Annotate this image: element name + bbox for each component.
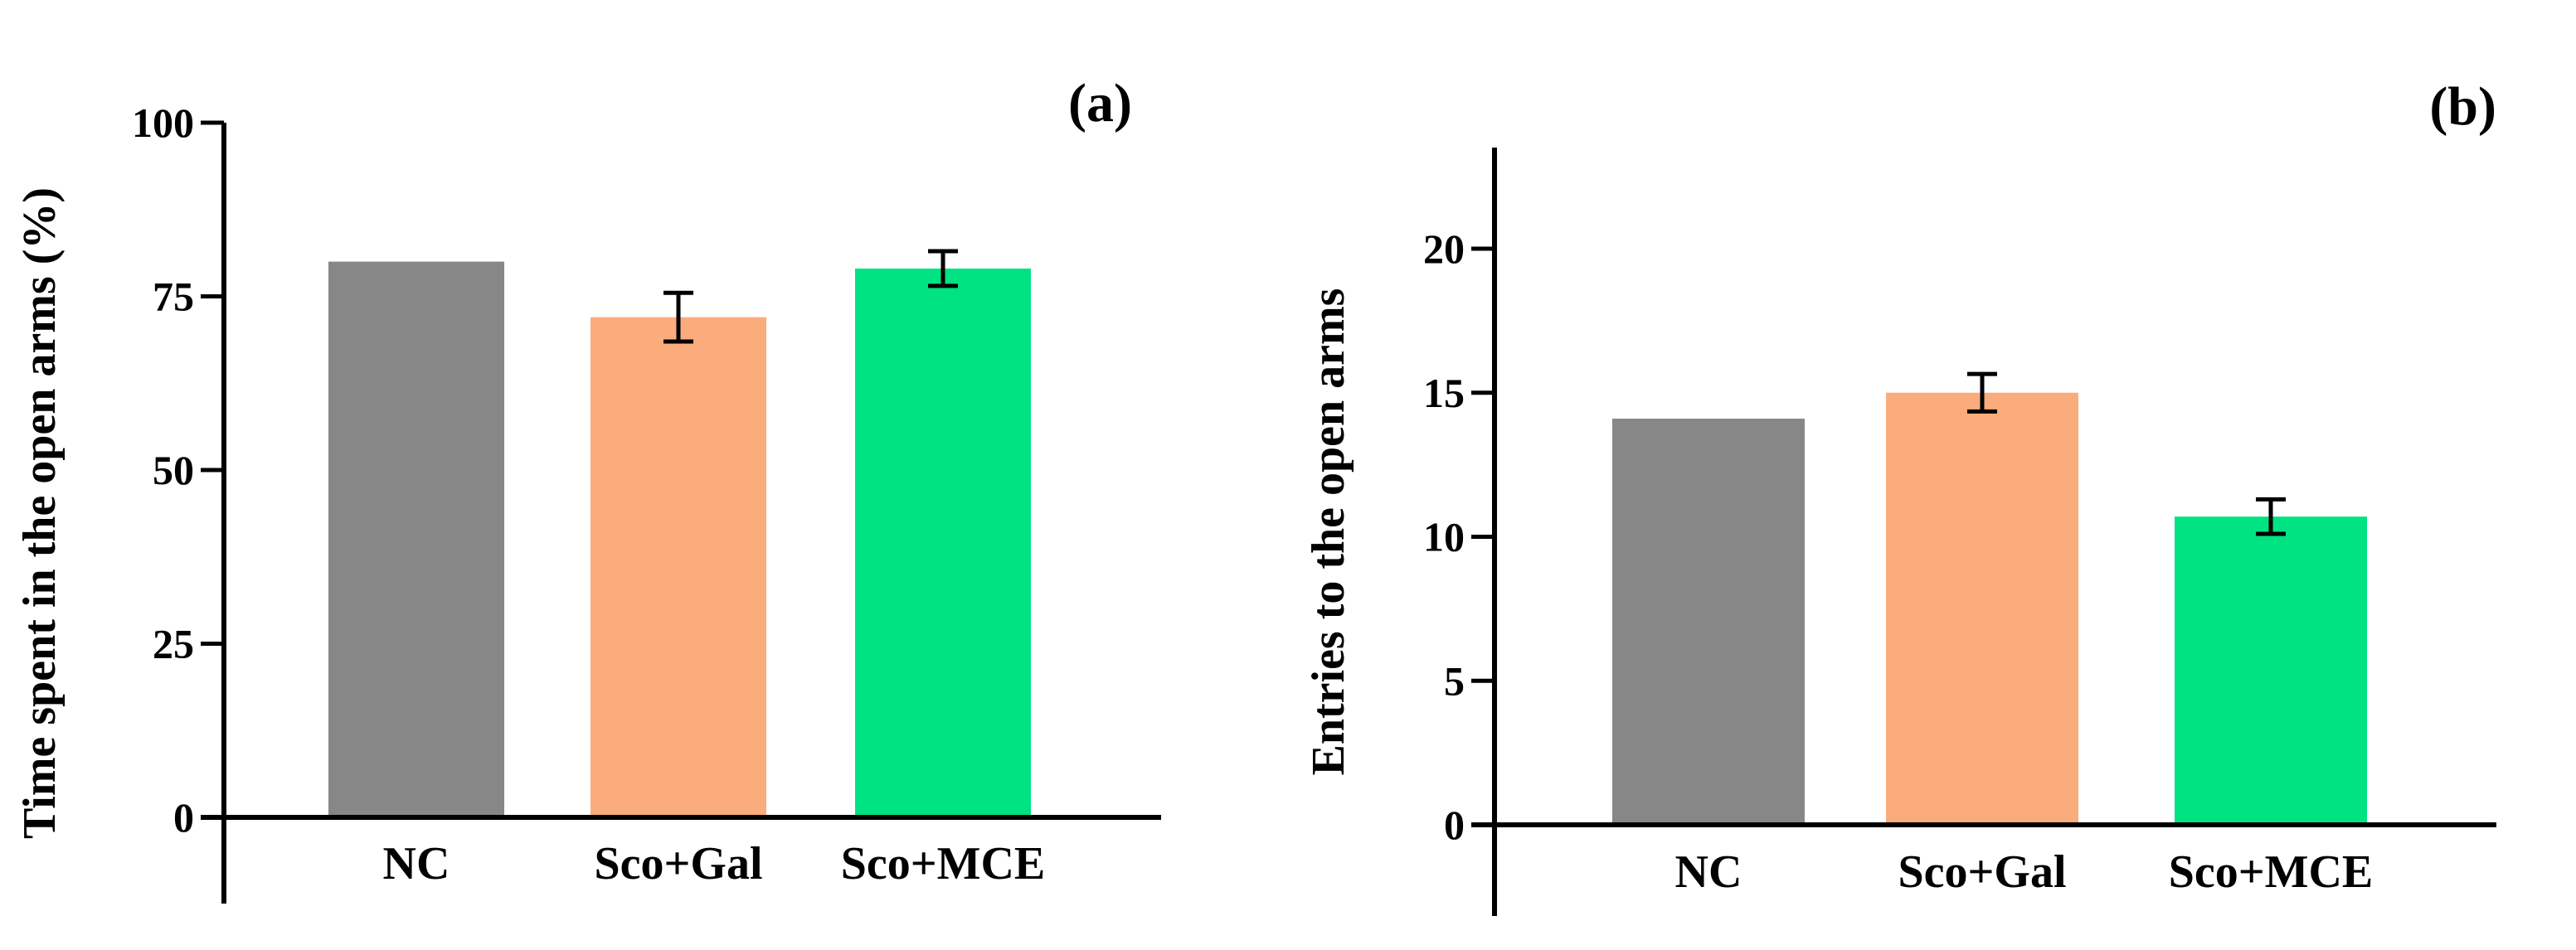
y-tick-label: 15 <box>1423 370 1465 416</box>
error-bar-sco-mce <box>2256 497 2286 536</box>
bar-sco-gal <box>1886 392 2078 825</box>
x-category-label: Sco+Gal <box>594 838 762 889</box>
y-tick-label: 5 <box>1444 657 1465 704</box>
panel-label: (b) <box>2429 76 2496 137</box>
x-category-label: Sco+MCE <box>2169 846 2374 898</box>
bar-sco-gal <box>591 317 766 817</box>
panel-label: (a) <box>1068 73 1132 133</box>
y-axis-title: Entries to the open arms <box>1303 288 1354 776</box>
error-bar-sco-gal <box>663 290 693 344</box>
y-tick-label: 100 <box>132 99 194 146</box>
y-tick-label: 75 <box>153 274 194 320</box>
error-bar-sco-gal <box>1967 371 1997 414</box>
y-axis-title: Time spent in the open arms (%) <box>14 187 66 839</box>
x-category-label: NC <box>383 838 450 889</box>
y-tick-label: 0 <box>173 794 194 841</box>
y-tick-label: 10 <box>1423 514 1465 560</box>
panel-b-chart: 0 5 10 15 20 NC Sco+Gal Sco+MCE Entries to the o… <box>1303 76 2496 916</box>
bar-nc <box>328 261 504 818</box>
bar-sco-mce <box>855 268 1031 818</box>
error-bar-sco-mce <box>928 249 958 288</box>
y-tick-label: 0 <box>1444 802 1465 848</box>
x-category-label: NC <box>1675 846 1742 898</box>
bar-nc <box>1612 419 1805 825</box>
bar-sco-mce <box>2175 516 2367 825</box>
y-tick-label: 50 <box>153 447 194 493</box>
x-category-label: Sco+Gal <box>1898 846 2066 898</box>
y-tick-label: 25 <box>153 621 194 667</box>
y-tick-label: 20 <box>1423 225 1465 272</box>
x-category-label: Sco+MCE <box>841 838 1046 889</box>
panel-a-chart: 0 25 50 75 100 NC Sco+Gal Sco+MCE Time spent in … <box>14 73 1161 904</box>
